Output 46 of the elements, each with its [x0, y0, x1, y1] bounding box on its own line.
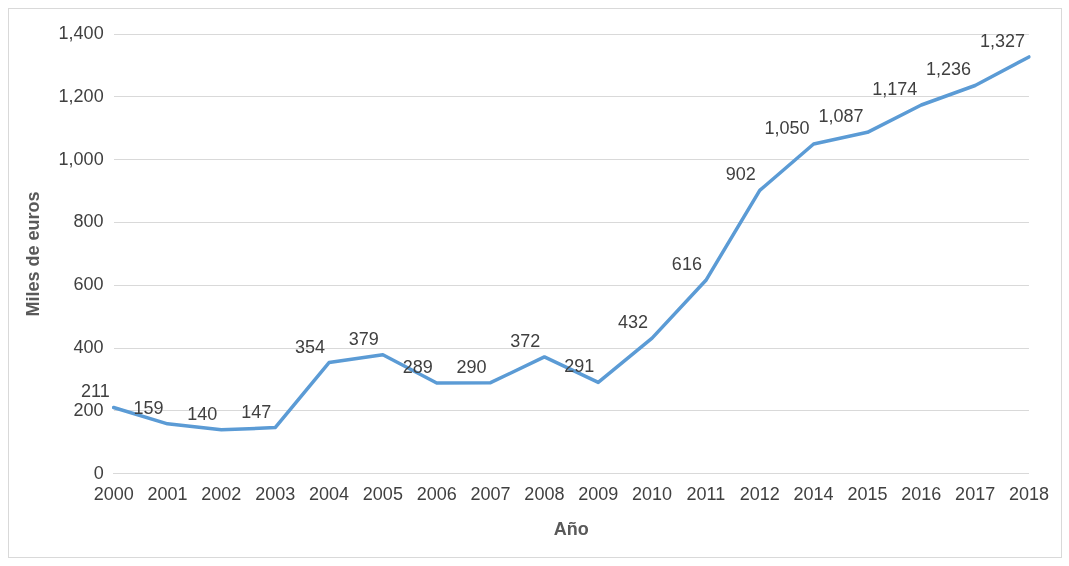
data-label: 147: [241, 401, 272, 422]
data-label: 354: [294, 336, 326, 357]
data-label: 372: [510, 330, 541, 351]
y-tick-label: 1,000: [58, 148, 104, 169]
x-tick-label: 2016: [901, 483, 942, 504]
x-tick-label: 2000: [93, 483, 134, 504]
x-tick-label: 2014: [793, 483, 834, 504]
x-tick-label: 2002: [201, 483, 242, 504]
data-label: 1,174: [872, 78, 918, 99]
data-label: 140: [187, 403, 218, 424]
data-label: 291: [564, 356, 595, 377]
data-label: 379: [348, 328, 379, 349]
x-tick-label: 2006: [416, 483, 457, 504]
data-label: 1,087: [818, 106, 864, 127]
x-tick-label: 2007: [470, 483, 511, 504]
x-tick-label: 2003: [255, 483, 296, 504]
data-label: 1,236: [926, 59, 972, 80]
x-tick-label: 2012: [739, 483, 780, 504]
y-tick-label: 0: [93, 462, 104, 483]
data-label: 1,050: [764, 117, 810, 138]
x-tick-label: 2018: [1008, 483, 1049, 504]
y-tick-label: 1,400: [58, 22, 104, 43]
y-axis-title: Miles de euros: [22, 191, 43, 317]
data-label: 432: [618, 312, 649, 333]
data-label: 616: [671, 254, 702, 275]
data-label: 290: [456, 356, 487, 377]
data-label: 902: [725, 164, 756, 185]
x-tick-label: 2011: [686, 483, 726, 504]
data-label: 211: [80, 381, 110, 402]
data-label: 159: [133, 397, 164, 418]
x-tick-label: 2015: [847, 483, 888, 504]
x-tick-label: 2010: [632, 483, 673, 504]
x-tick-label: 2017: [955, 483, 996, 504]
x-tick-label: 2004: [308, 483, 350, 504]
x-tick-label: 2008: [524, 483, 565, 504]
data-label: 289: [402, 356, 433, 377]
y-tick-label: 800: [73, 211, 104, 232]
y-tick-label: 1,200: [58, 85, 104, 106]
y-tick-label: 200: [73, 399, 104, 420]
y-tick-label: 600: [73, 274, 104, 295]
data-label: 1,327: [979, 30, 1025, 51]
x-tick-label: 2009: [578, 483, 619, 504]
x-tick-label: 2001: [147, 483, 188, 504]
y-tick-label: 400: [73, 337, 104, 358]
x-tick-label: 2005: [362, 483, 403, 504]
x-axis-title: Año: [553, 519, 589, 540]
